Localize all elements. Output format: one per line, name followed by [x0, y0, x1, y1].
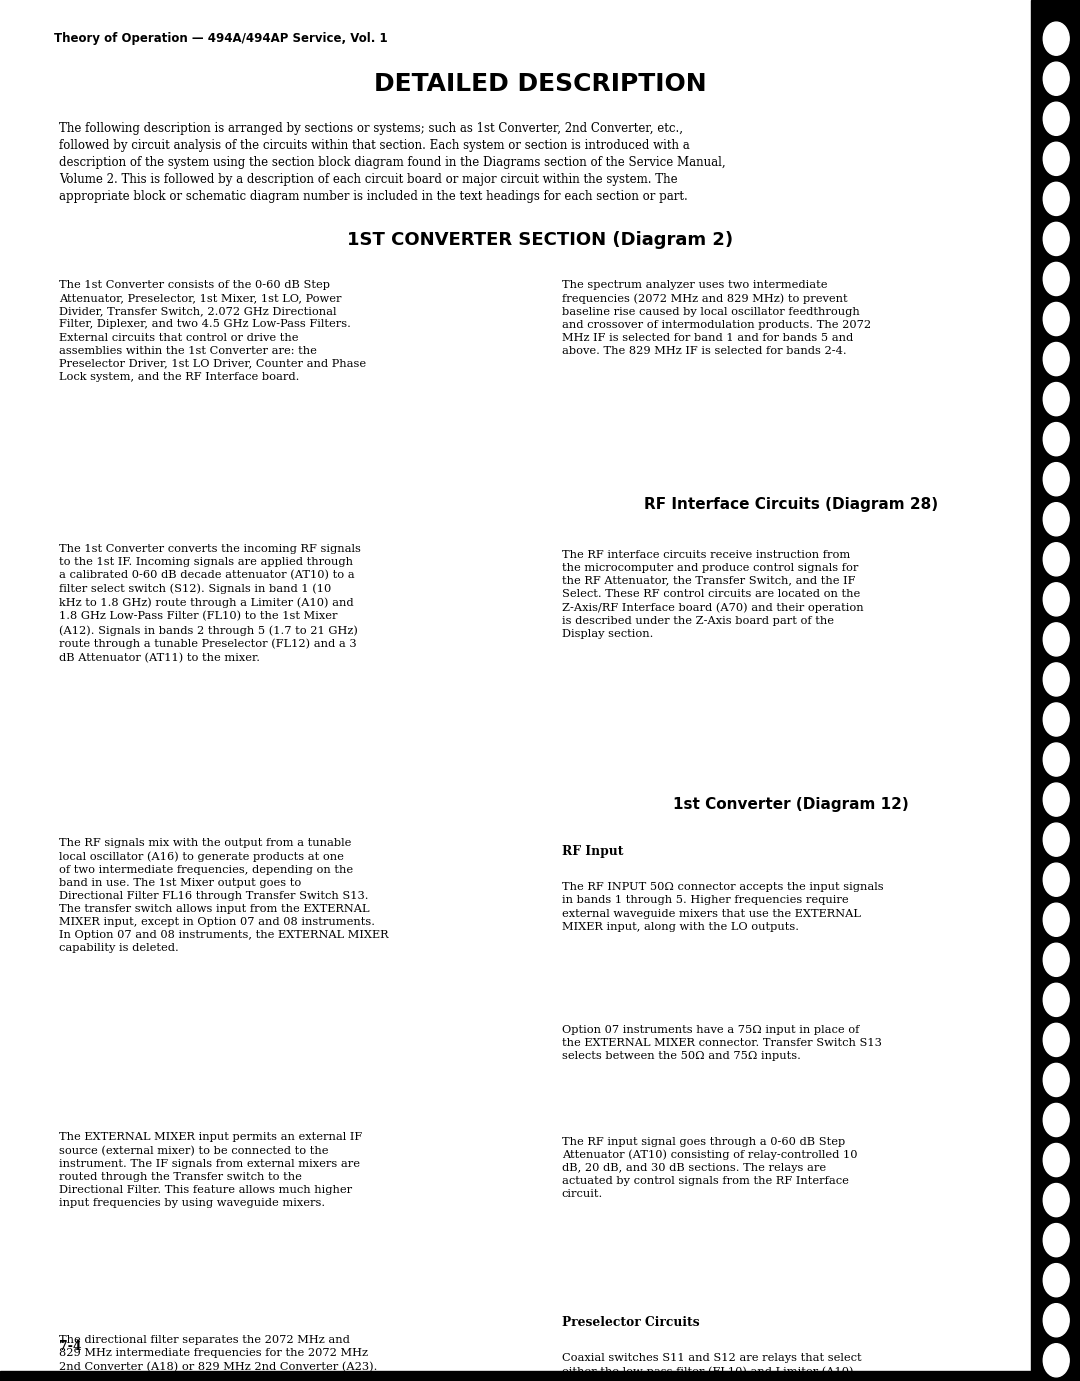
Text: The 1st Converter consists of the 0-60 dB Step
Attenuator, Preselector, 1st Mixe: The 1st Converter consists of the 0-60 d…	[59, 280, 366, 381]
Text: The RF signals mix with the output from a tunable
local oscillator (A16) to gene: The RF signals mix with the output from …	[59, 838, 389, 953]
Circle shape	[1043, 783, 1069, 816]
Circle shape	[1043, 182, 1069, 215]
Circle shape	[1043, 1224, 1069, 1257]
Bar	[0, 1371, 1080, 1381]
Circle shape	[1043, 463, 1069, 496]
Circle shape	[1043, 222, 1069, 255]
Text: The EXTERNAL MIXER input permits an external IF
source (external mixer) to be co: The EXTERNAL MIXER input permits an exte…	[59, 1132, 363, 1208]
Circle shape	[1043, 1023, 1069, 1056]
Text: Theory of Operation — 494A/494AP Service, Vol. 1: Theory of Operation — 494A/494AP Service…	[54, 32, 388, 44]
Circle shape	[1043, 342, 1069, 376]
Text: The directional filter separates the 2072 MHz and
829 MHz intermediate frequenci: The directional filter separates the 207…	[59, 1335, 378, 1381]
Circle shape	[1043, 62, 1069, 95]
Circle shape	[1043, 863, 1069, 896]
Circle shape	[1043, 543, 1069, 576]
Text: The following description is arranged by sections or systems; such as 1st Conver: The following description is arranged by…	[59, 122, 726, 203]
Circle shape	[1043, 663, 1069, 696]
Text: DETAILED DESCRIPTION: DETAILED DESCRIPTION	[374, 72, 706, 95]
Circle shape	[1043, 983, 1069, 1016]
Circle shape	[1043, 1063, 1069, 1097]
Circle shape	[1043, 583, 1069, 616]
Circle shape	[1043, 1304, 1069, 1337]
Text: 1st Converter (Diagram 12): 1st Converter (Diagram 12)	[673, 797, 909, 812]
Text: Option 07 instruments have a 75Ω input in place of
the EXTERNAL MIXER connector.: Option 07 instruments have a 75Ω input i…	[562, 1025, 881, 1061]
Text: The 1st Converter converts the incoming RF signals
to the 1st IF. Incoming signa: The 1st Converter converts the incoming …	[59, 544, 362, 663]
Circle shape	[1043, 1184, 1069, 1217]
Circle shape	[1043, 142, 1069, 175]
Circle shape	[1043, 743, 1069, 776]
Text: Coaxial switches S11 and S12 are relays that select
either the low-pass filter (: Coaxial switches S11 and S12 are relays …	[562, 1353, 861, 1381]
Circle shape	[1043, 1103, 1069, 1137]
Circle shape	[1043, 703, 1069, 736]
Circle shape	[1043, 623, 1069, 656]
Text: The RF interface circuits receive instruction from
the microcomputer and produce: The RF interface circuits receive instru…	[562, 550, 863, 638]
Text: Preselector Circuits: Preselector Circuits	[562, 1316, 699, 1329]
Circle shape	[1043, 1264, 1069, 1297]
Circle shape	[1043, 302, 1069, 336]
Circle shape	[1043, 423, 1069, 456]
Circle shape	[1043, 102, 1069, 135]
Circle shape	[1043, 1344, 1069, 1377]
Circle shape	[1043, 943, 1069, 976]
Text: The RF input signal goes through a 0-60 dB Step
Attenuator (AT10) consisting of : The RF input signal goes through a 0-60 …	[562, 1137, 858, 1200]
Circle shape	[1043, 503, 1069, 536]
Text: RF Input: RF Input	[562, 845, 623, 858]
Circle shape	[1043, 1143, 1069, 1177]
Bar	[1031, 0, 1080, 1381]
Circle shape	[1043, 22, 1069, 55]
Text: 1ST CONVERTER SECTION (Diagram 2): 1ST CONVERTER SECTION (Diagram 2)	[347, 231, 733, 249]
Text: The spectrum analyzer uses two intermediate
frequencies (2072 MHz and 829 MHz) t: The spectrum analyzer uses two intermedi…	[562, 280, 870, 356]
Circle shape	[1043, 383, 1069, 416]
Text: 7-4: 7-4	[59, 1341, 82, 1353]
Circle shape	[1043, 903, 1069, 936]
Text: The RF INPUT 50Ω connector accepts the input signals
in bands 1 through 5. Highe: The RF INPUT 50Ω connector accepts the i…	[562, 882, 883, 932]
Circle shape	[1043, 262, 1069, 296]
Circle shape	[1043, 823, 1069, 856]
Text: RF Interface Circuits (Diagram 28): RF Interface Circuits (Diagram 28)	[644, 497, 939, 512]
